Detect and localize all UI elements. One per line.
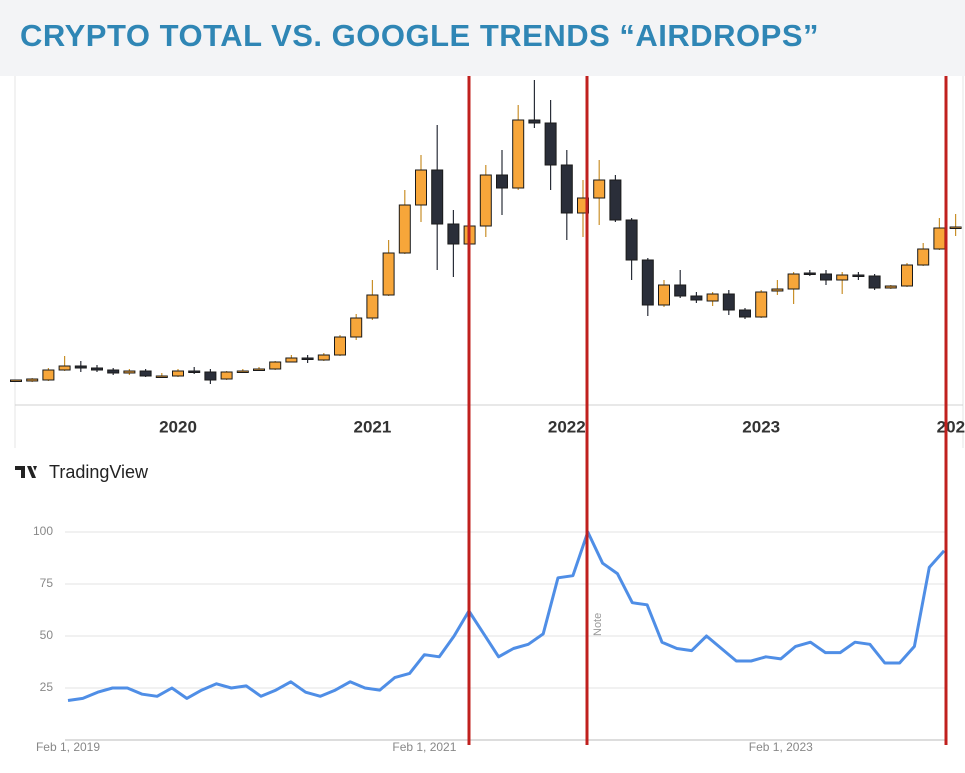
candle-body: [593, 179, 606, 199]
candle-body: [544, 122, 557, 166]
trend-line: [67, 530, 946, 702]
candle-body: [706, 293, 719, 302]
candle-body: [415, 169, 427, 206]
candle-body: [204, 371, 217, 381]
candle-body: [366, 294, 379, 319]
candle-body: [852, 274, 865, 277]
candle-body: [285, 357, 298, 363]
candle-body: [107, 369, 120, 374]
x-tick-label: Feb 1, 2023: [749, 740, 813, 754]
candle-body: [155, 375, 168, 378]
candle-body: [269, 361, 282, 370]
y-tick-label: 25: [40, 680, 54, 694]
candle-body: [301, 357, 314, 360]
page-title: CRYPTO TOTAL VS. GOOGLE TRENDS “AIRDROPS…: [20, 18, 819, 53]
candle-body: [690, 295, 703, 301]
candle-body: [625, 219, 638, 261]
candle-body: [58, 365, 71, 371]
candle-body: [431, 169, 444, 225]
candle-body: [398, 204, 411, 254]
candle-body: [609, 179, 622, 221]
y-tick-label: 75: [40, 576, 54, 590]
watermark: TradingView: [49, 462, 149, 482]
candle-body: [74, 365, 87, 369]
candle-body: [949, 226, 962, 229]
candle-body: [91, 367, 103, 371]
candle-body: [479, 174, 492, 227]
candle-body: [528, 119, 541, 124]
candle-body: [512, 119, 525, 189]
candle-body: [334, 336, 346, 356]
candle-body: [755, 291, 768, 318]
y-tick-label: 100: [33, 524, 53, 538]
candle-body: [447, 223, 460, 245]
logo-icon: [15, 466, 37, 478]
candle-body: [317, 354, 330, 361]
candle-body: [10, 379, 22, 382]
candle-body: [350, 317, 363, 338]
candle-body: [253, 368, 265, 371]
x-tick-label: 2024: [937, 417, 965, 436]
candle-body: [236, 370, 249, 373]
x-tick-label: 2021: [353, 417, 391, 436]
x-tick-label: 2022: [548, 417, 586, 436]
candle-body: [42, 369, 55, 381]
candle-body: [836, 274, 849, 281]
candle-body: [917, 248, 930, 266]
candle-body: [884, 285, 897, 289]
x-tick-label: 2023: [742, 417, 780, 436]
candle-body: [641, 259, 654, 306]
candle-body: [220, 371, 233, 380]
x-tick-label: Feb 1, 2019: [36, 740, 100, 754]
candle-body: [674, 284, 687, 297]
candle-body: [123, 370, 136, 374]
title-bar: [0, 0, 965, 76]
candle-body: [787, 273, 800, 290]
candle-body: [933, 227, 946, 250]
candle-body: [382, 252, 395, 296]
x-tick-label: 2020: [159, 417, 197, 436]
candle-body: [496, 174, 508, 189]
y-tick-label: 50: [40, 628, 54, 642]
tv-logo: [15, 466, 37, 478]
candle-body: [188, 370, 201, 373]
candle-body: [722, 293, 735, 311]
candle-body: [560, 164, 573, 214]
candle-body: [139, 370, 152, 377]
candle-body: [901, 264, 913, 287]
candle-body: [739, 309, 751, 318]
candle-body: [820, 273, 832, 281]
candle-body: [771, 288, 784, 292]
candle-body: [658, 284, 670, 306]
x-tick-label: Feb 1, 2021: [392, 740, 456, 754]
candle-body: [172, 370, 184, 377]
annotation: Note: [592, 613, 604, 636]
candle-body: [26, 378, 39, 382]
candle-body: [803, 272, 816, 275]
candle-body: [868, 275, 881, 289]
